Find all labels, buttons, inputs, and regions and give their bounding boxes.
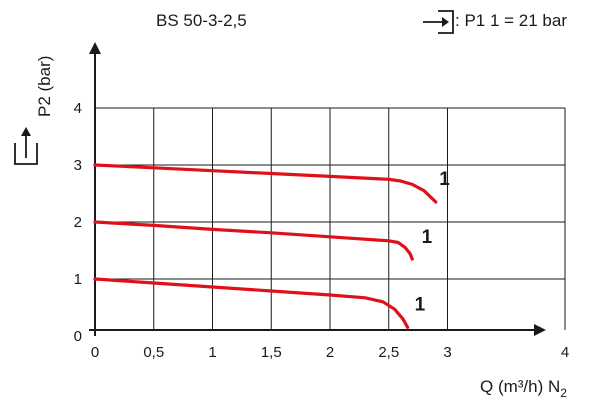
y-axis-label: P2 (bar) bbox=[35, 56, 54, 117]
x-tick-label: 3 bbox=[443, 344, 451, 361]
x-tick-labels: 0 0,5 1 1,5 2 2,5 3 4 bbox=[91, 344, 569, 361]
inlet-pressure-label: : P1 1 = 21 bar bbox=[455, 11, 567, 30]
pressure-curve-3 bbox=[93, 277, 410, 329]
outlet-port-icon bbox=[14, 127, 38, 165]
curve-label: 1 bbox=[415, 294, 426, 315]
pressure-curve-1 bbox=[93, 163, 438, 204]
chart-title: BS 50-3-2,5 bbox=[156, 11, 247, 30]
inlet-port-icon bbox=[423, 10, 454, 34]
y-tick-label: 3 bbox=[74, 157, 82, 174]
curve-label: 1 bbox=[422, 227, 433, 248]
x-tick-label: 2 bbox=[326, 344, 334, 361]
pressure-curve-2 bbox=[93, 220, 414, 261]
curve-label: 1 bbox=[439, 169, 450, 190]
x-axis-label: Q (m³/h) N2 bbox=[480, 377, 567, 400]
y-tick-label: 4 bbox=[74, 100, 82, 117]
y-tick-labels: 0 1 2 3 4 bbox=[74, 100, 82, 345]
x-tick-label: 2,5 bbox=[378, 344, 399, 361]
chart-series: 1 1 1 bbox=[93, 163, 450, 329]
x-tick-label: 1 bbox=[208, 344, 216, 361]
y-tick-label: 0 bbox=[74, 328, 82, 345]
x-tick-label: 4 bbox=[561, 344, 569, 361]
y-axis-arrow bbox=[89, 42, 101, 54]
x-tick-label: 0 bbox=[91, 344, 99, 361]
x-tick-label: 1,5 bbox=[261, 344, 282, 361]
y-tick-label: 2 bbox=[74, 214, 82, 231]
x-tick-label: 0,5 bbox=[143, 344, 164, 361]
chart-axes bbox=[89, 42, 546, 336]
y-tick-label: 1 bbox=[74, 271, 82, 288]
x-axis-arrow bbox=[534, 324, 546, 336]
chart-grid bbox=[95, 107, 566, 330]
